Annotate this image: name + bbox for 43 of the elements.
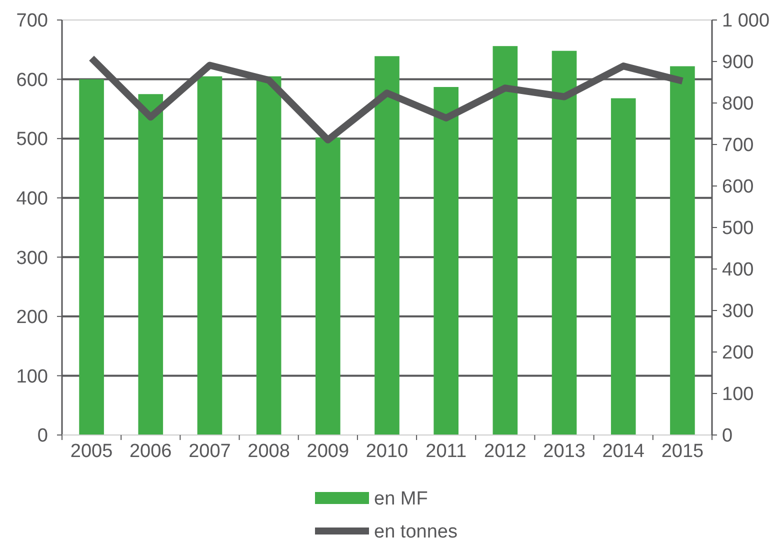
bar [138,94,164,435]
x-tick-label: 2013 [543,441,586,462]
bar [374,56,400,435]
y-tick-label: 300 [16,248,48,269]
y2-tick-label: 900 [722,52,754,74]
y-tick-label: 400 [16,188,48,210]
bar [670,66,695,435]
x-tick-label: 2006 [129,441,172,462]
x-tick-label: 2007 [188,441,231,462]
bar [434,86,458,435]
bar [492,46,518,435]
bar [79,79,104,435]
x-tick-label: 2011 [426,441,467,462]
y-tick-label: 0 [37,426,48,447]
x-tick-label: 2015 [661,441,704,462]
x-tick-label: 2012 [484,441,526,462]
y-tick-label: 200 [16,307,48,328]
y-tick-label: 700 [16,10,48,32]
y2-tick-label: 100 [722,384,754,406]
y2-tick-label: 700 [722,135,754,156]
x-tick-label: 2010 [366,441,408,462]
legend-label: en tonnes [374,522,458,540]
bar [610,98,636,435]
bar [552,50,577,435]
y-tick-label: 500 [16,129,48,150]
y2-tick-label: 300 [722,301,754,322]
bar [197,76,222,435]
x-tick-label: 2009 [306,441,350,462]
x-tick-label: 2005 [70,441,113,462]
y2-tick-label: 500 [722,218,754,240]
y-tick-label: 100 [16,366,48,388]
y2-tick-label: 200 [722,342,754,364]
y2-tick-label: 0 [722,426,733,447]
x-tick-label: 2014 [602,441,645,462]
y2-tick-label: 800 [722,94,754,115]
y2-tick-label: 600 [722,176,754,198]
y-tick-label: 600 [16,70,48,91]
bar [256,76,282,435]
bar [316,137,340,435]
x-tick-label: 2008 [248,441,290,462]
y2-tick-label: 400 [722,260,754,281]
legend-label: en MF [374,488,428,510]
y2-tick-label: 1 000 [722,10,770,32]
